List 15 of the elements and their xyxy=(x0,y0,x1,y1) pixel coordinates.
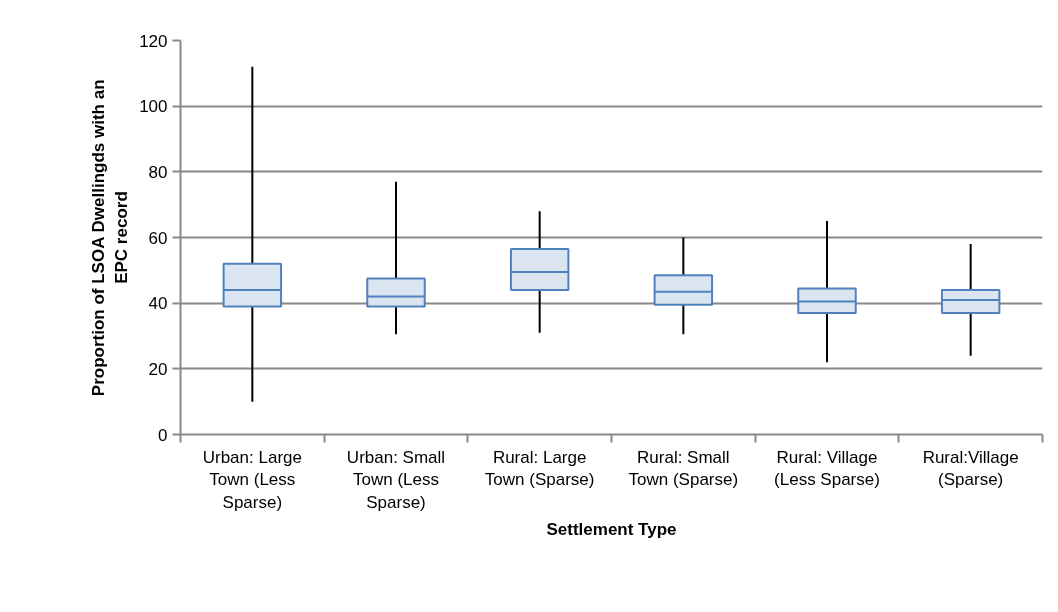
y-tick-label: 120 xyxy=(139,31,168,51)
x-tick-label: Urban: Large Town (Less Sparse) xyxy=(202,447,302,513)
x-tick-label: Rural: Large Town (Sparse) xyxy=(484,447,595,490)
y-tick-label: 100 xyxy=(139,97,168,117)
x-axis-title: Settlement Type xyxy=(546,520,677,540)
y-tick-label: 60 xyxy=(148,228,168,248)
y-tick-label: 40 xyxy=(148,294,168,314)
x-tick-label: Rural:Village (Sparse) xyxy=(922,447,1019,490)
y-tick-label: 0 xyxy=(158,425,168,445)
y-tick-label: 20 xyxy=(148,359,168,379)
x-tick-label: Rural: Village (Less Sparse) xyxy=(774,447,880,490)
x-tick-label: Urban: Small Town (Less Sparse) xyxy=(346,447,446,513)
x-tick-label: Rural: Small Town (Sparse) xyxy=(628,447,739,490)
y-tick-label: 80 xyxy=(148,162,168,182)
y-axis-title: Proportion of LSOA Dwellingds with an EPC record xyxy=(89,79,132,397)
